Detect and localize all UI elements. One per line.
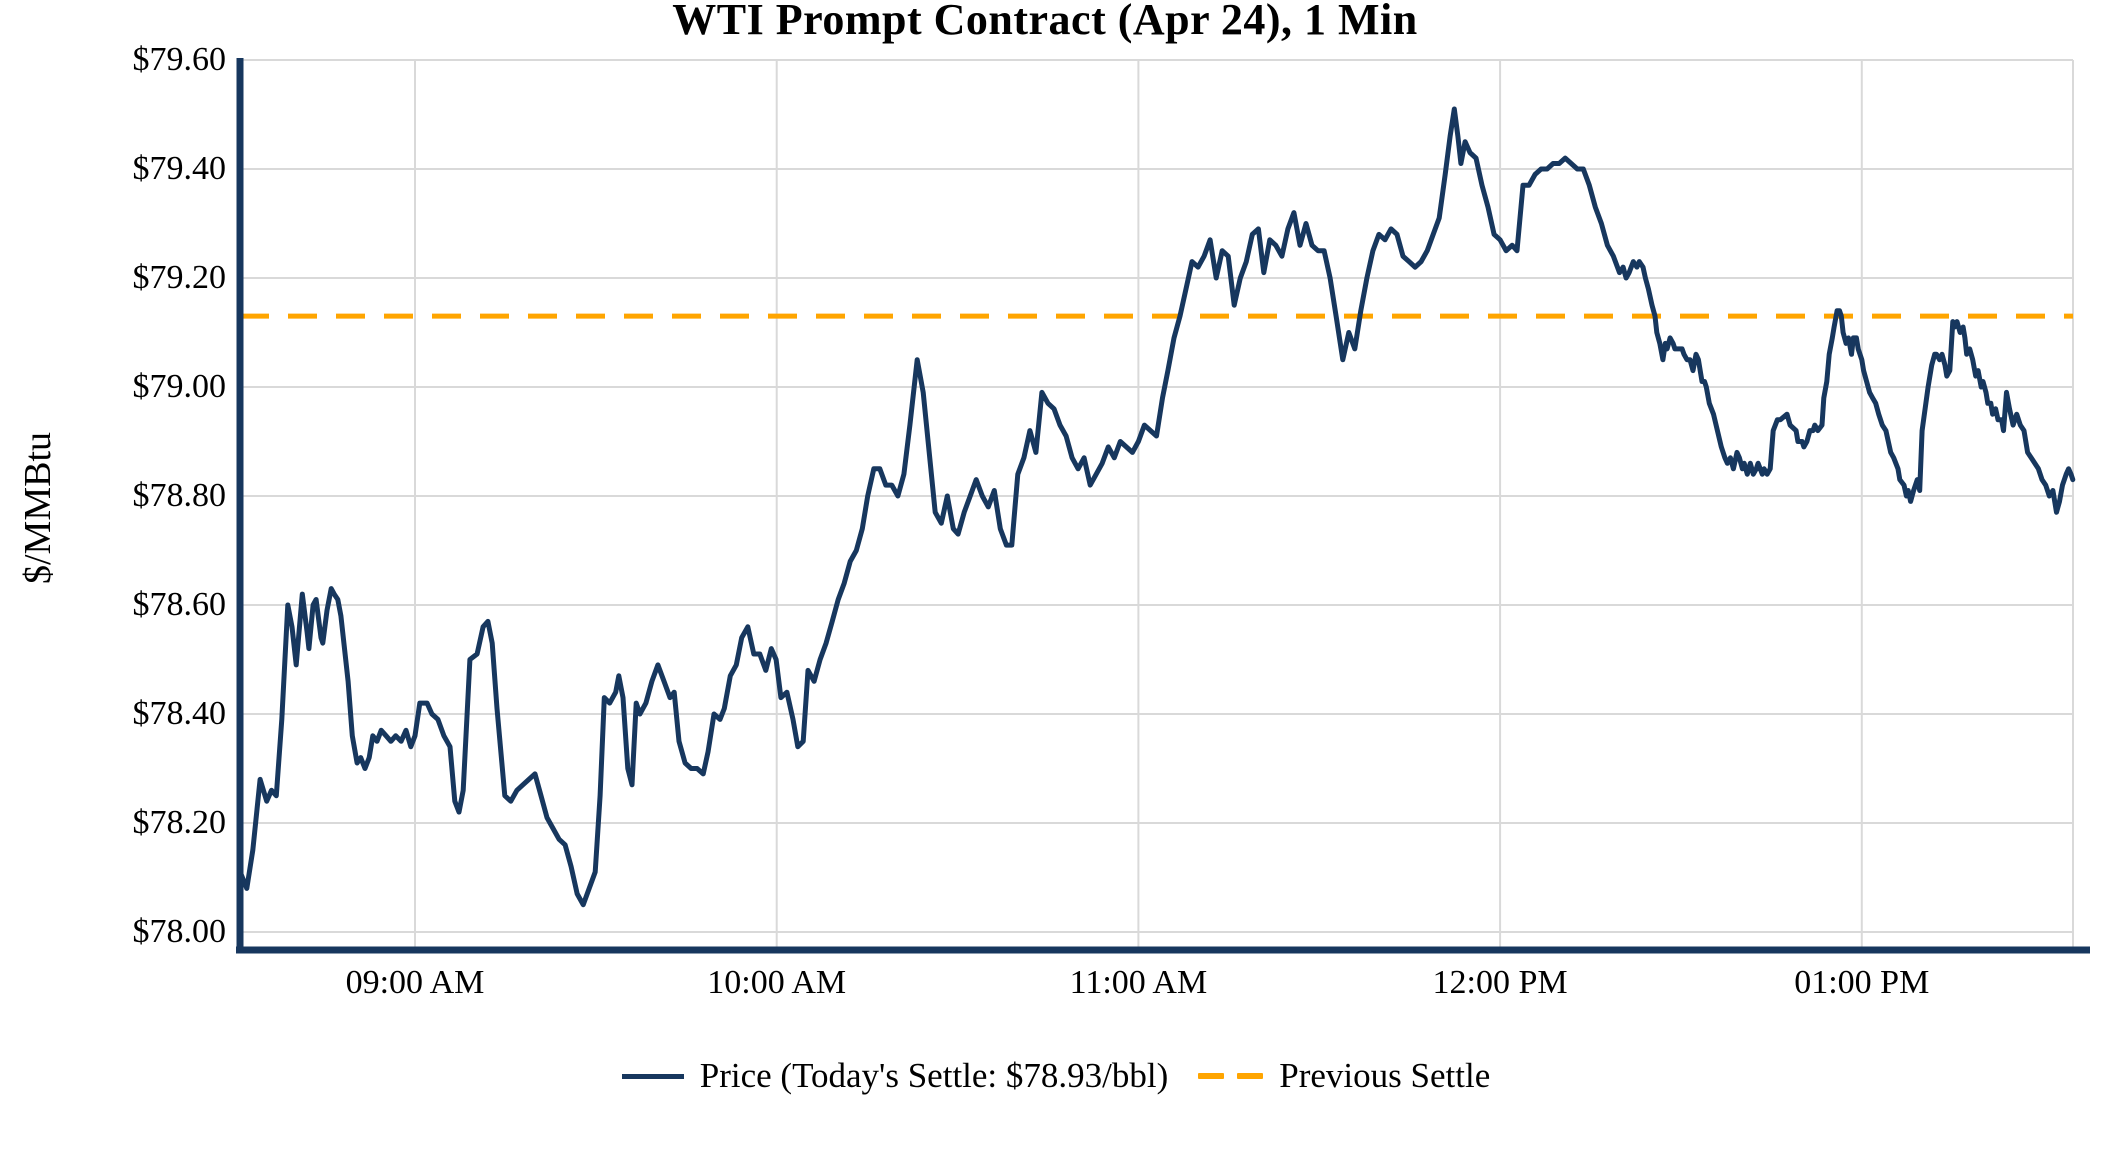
previous-settle-swatch [1198,1073,1264,1079]
y-tick-label: $78.60 [132,586,227,623]
legend-price-label: Price (Today's Settle: $78.93/bbl) [699,1056,1169,1095]
page-title: WTI Prompt Contract (Apr 24), 1 Min [672,0,1418,44]
legend-settle-label: Previous Settle [1279,1056,1491,1095]
y-tick-label: $79.20 [132,259,227,296]
legend-item-price: Price (Today's Settle: $78.93/bbl) [621,1056,1169,1096]
price-line [237,106,2076,908]
y-tick-label: $78.20 [132,804,227,841]
price-line-swatch [621,1073,684,1079]
x-tick-label: 09:00 AM [345,964,485,1001]
y-tick-label: $79.40 [132,150,227,187]
legend-item-previous-settle: Previous Settle [1198,1056,1490,1096]
y-tick-label: $79.00 [132,368,227,405]
x-tick-label: 12:00 PM [1432,964,1568,1001]
x-tick-label: 11:00 AM [1069,964,1208,1001]
x-tick-label: 01:00 PM [1794,964,1930,1001]
y-tick-label: $78.40 [132,695,227,732]
legend: Price (Today's Settle: $78.93/bbl) Previ… [0,1056,2112,1096]
y-tick-label: $78.80 [132,477,227,514]
x-tick-label: 10:00 AM [707,964,847,1001]
y-tick-label: $79.60 [132,41,227,78]
y-tick-label: $78.00 [132,913,227,950]
